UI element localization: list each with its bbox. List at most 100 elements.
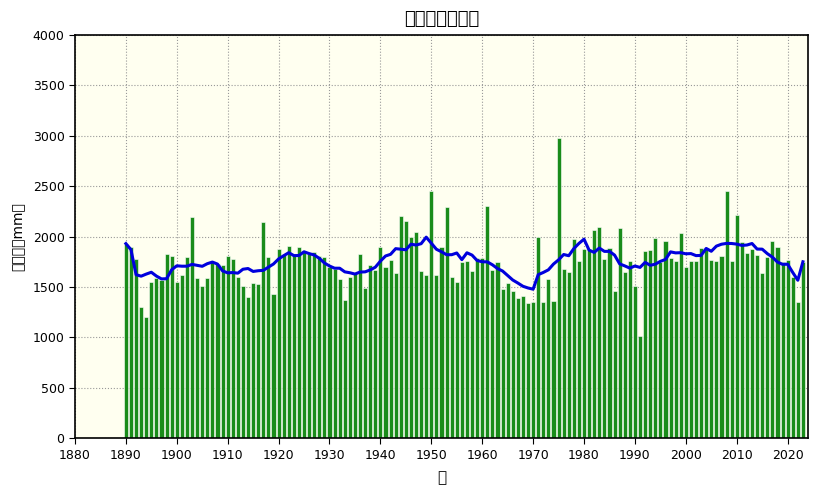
Bar <box>404 222 408 438</box>
Bar <box>312 251 317 438</box>
Bar <box>124 244 128 438</box>
Bar <box>353 273 357 438</box>
Bar <box>342 300 347 438</box>
Bar <box>643 250 647 438</box>
Bar <box>373 270 377 438</box>
Bar <box>419 271 423 438</box>
Bar <box>272 294 276 438</box>
Bar <box>307 253 312 438</box>
Bar <box>597 228 601 438</box>
Bar <box>257 284 260 438</box>
Bar <box>383 267 387 438</box>
Bar <box>251 283 255 438</box>
Bar <box>348 277 352 438</box>
Bar <box>317 255 322 438</box>
Bar <box>755 254 759 438</box>
Bar <box>745 252 749 438</box>
Bar <box>200 286 204 438</box>
Bar <box>180 275 184 438</box>
Bar <box>292 253 296 438</box>
Bar <box>709 260 713 438</box>
Bar <box>628 261 632 438</box>
Bar <box>170 255 174 438</box>
Bar <box>577 261 581 438</box>
Bar <box>134 259 138 438</box>
Bar <box>633 286 637 438</box>
Bar <box>658 262 662 438</box>
Bar <box>221 265 225 438</box>
Bar <box>165 253 168 438</box>
Bar <box>460 262 464 438</box>
Bar <box>612 291 616 438</box>
Bar <box>546 279 551 438</box>
Bar <box>704 249 708 438</box>
Bar <box>501 289 505 438</box>
Bar <box>796 302 800 438</box>
Bar <box>231 259 235 438</box>
Bar <box>587 249 591 438</box>
Bar <box>592 231 596 438</box>
Bar <box>551 301 556 438</box>
Bar <box>541 302 546 438</box>
Bar <box>450 277 454 438</box>
Bar <box>776 247 780 438</box>
Bar <box>480 258 484 438</box>
Bar <box>720 255 724 438</box>
Bar <box>378 247 382 438</box>
Bar <box>409 237 413 438</box>
Bar <box>761 273 764 438</box>
Bar <box>241 286 245 438</box>
Bar <box>302 250 306 438</box>
Bar <box>791 277 795 438</box>
Bar <box>144 317 148 438</box>
Bar <box>470 271 474 438</box>
Bar <box>424 275 428 438</box>
Bar <box>486 206 489 438</box>
Bar <box>159 280 163 438</box>
Bar <box>766 256 770 438</box>
Bar <box>388 260 392 438</box>
Bar <box>496 262 500 438</box>
Bar <box>694 261 698 438</box>
Bar <box>262 223 266 438</box>
Bar <box>368 265 372 438</box>
Bar <box>297 247 301 438</box>
Bar <box>246 297 250 438</box>
Bar <box>571 239 576 438</box>
Bar <box>332 269 337 438</box>
Bar <box>277 249 281 438</box>
Bar <box>648 249 652 438</box>
Bar <box>475 258 479 438</box>
Bar <box>740 242 744 438</box>
Bar <box>129 247 133 438</box>
Title: 福岡の年降水量: 福岡の年降水量 <box>404 10 479 28</box>
Bar <box>445 207 449 438</box>
Bar <box>190 218 194 438</box>
Bar <box>684 267 688 438</box>
Bar <box>516 298 520 438</box>
Bar <box>195 278 199 438</box>
Bar <box>399 216 403 438</box>
Bar <box>801 262 805 438</box>
Bar <box>154 278 158 438</box>
Bar <box>531 302 535 438</box>
Bar <box>669 258 672 438</box>
Bar <box>267 256 271 438</box>
Bar <box>653 238 657 438</box>
Bar <box>536 237 541 438</box>
Bar <box>526 303 530 438</box>
Y-axis label: 降水量（mm）: 降水量（mm） <box>12 202 26 271</box>
Bar <box>521 296 525 438</box>
Bar <box>582 249 586 438</box>
Bar <box>781 262 785 438</box>
Bar <box>282 254 286 438</box>
Bar <box>363 288 367 438</box>
Bar <box>226 255 230 438</box>
Bar <box>663 241 667 438</box>
Bar <box>337 279 342 438</box>
X-axis label: 年: 年 <box>437 470 446 485</box>
Bar <box>358 253 362 438</box>
Bar <box>414 232 418 438</box>
Bar <box>715 261 718 438</box>
Bar <box>556 138 561 438</box>
